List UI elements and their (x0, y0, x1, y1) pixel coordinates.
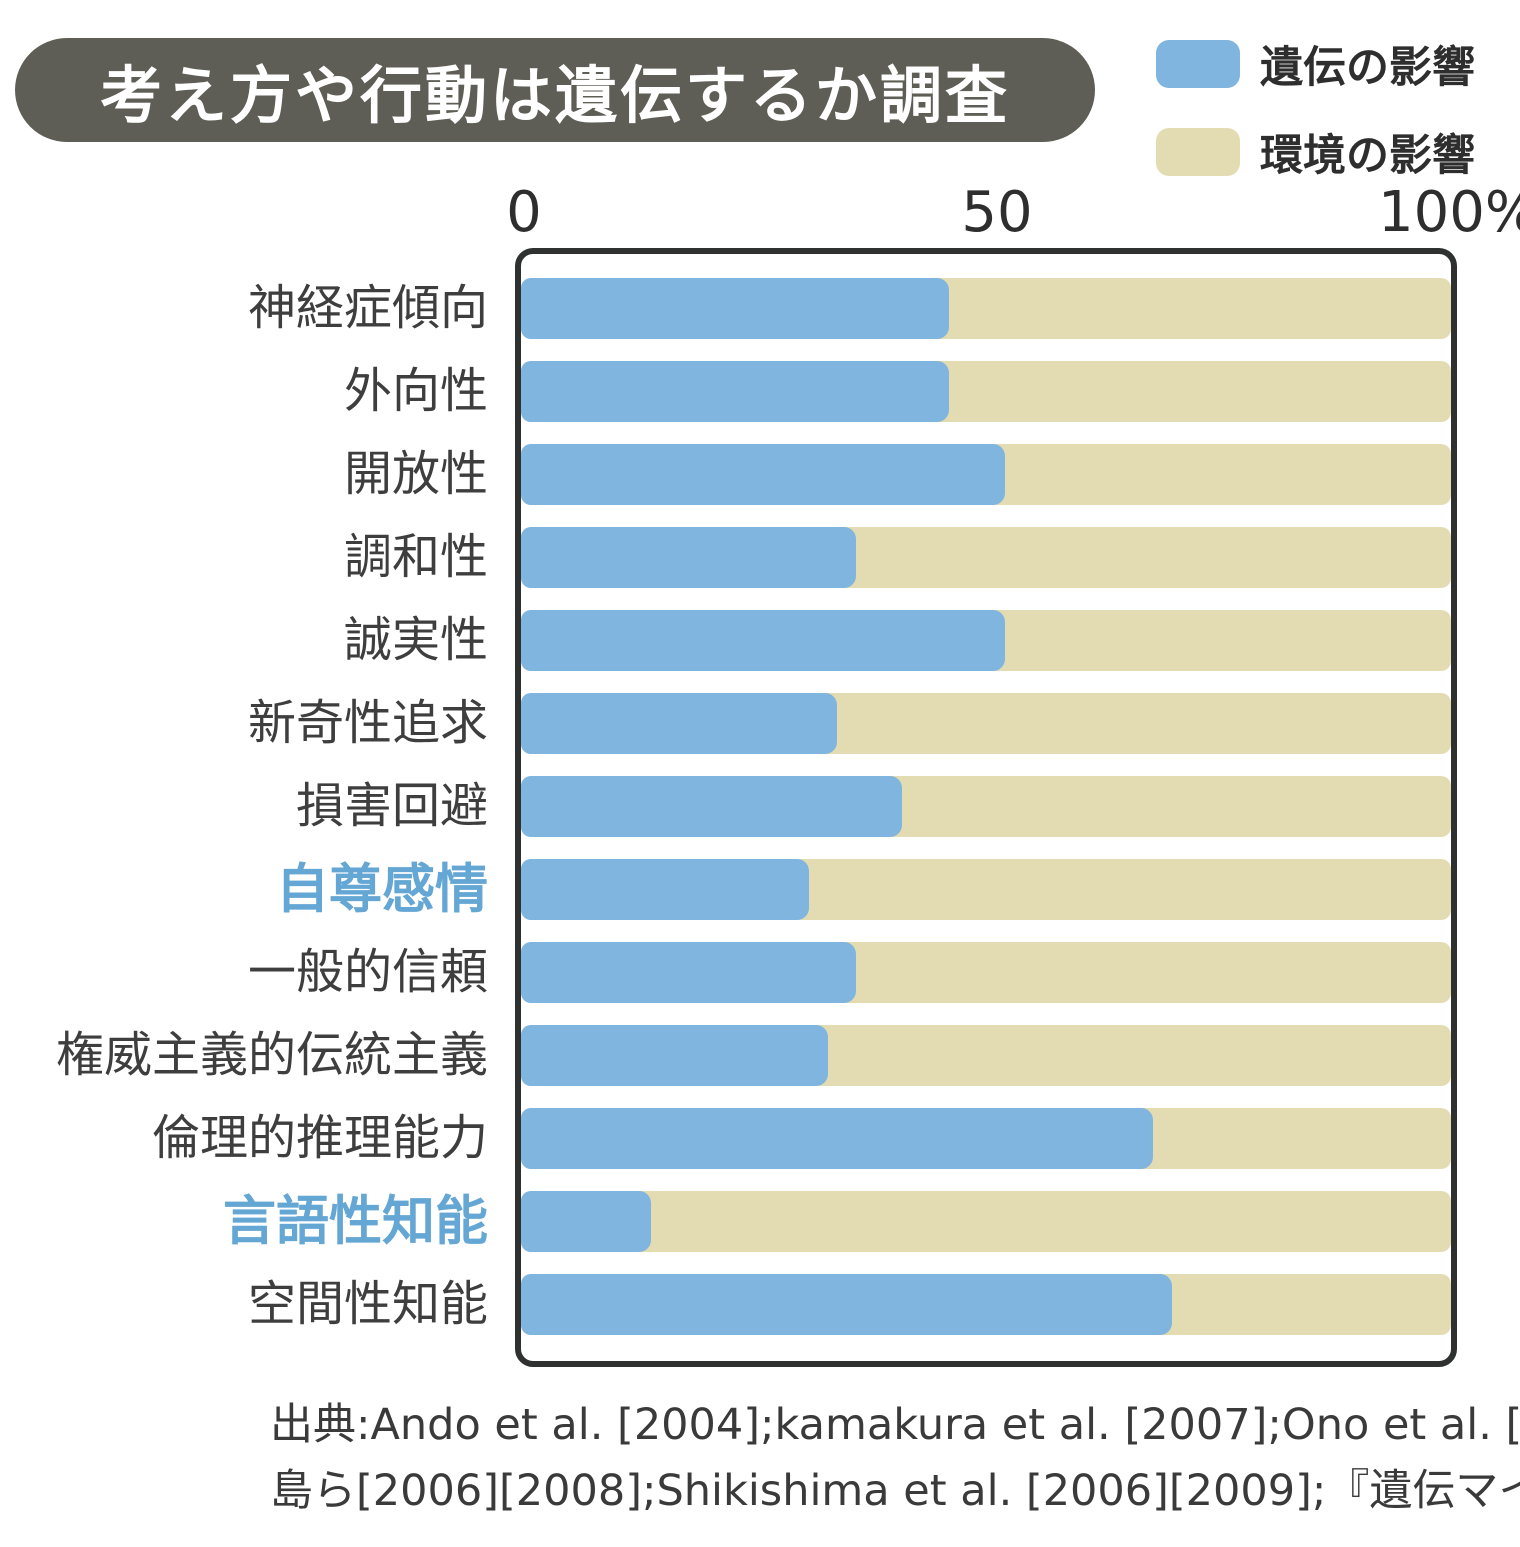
source-citation: 出典:Ando et al. [2004];kamakura et al. [2… (270, 1392, 1520, 1524)
source-line-2: 島ら[2006][2008];Shikishima et al. [2006][… (270, 1466, 1520, 1516)
bar-track-environment (521, 278, 1451, 339)
category-label: 開放性 (343, 446, 488, 502)
legend-item-heredity: 遺伝の影響 (1156, 33, 1475, 95)
axis-tick-100: 100% (1377, 180, 1520, 245)
environment-color-swatch (1156, 128, 1240, 176)
legend-item-environment: 環境の影響 (1156, 121, 1475, 183)
bar-track-environment (521, 444, 1451, 505)
bar-fill-heredity (521, 1025, 828, 1086)
bar-fill-heredity (521, 942, 856, 1003)
plot-area (515, 248, 1457, 1367)
bar-track-environment (521, 942, 1451, 1003)
bar-fill-heredity (521, 693, 838, 754)
category-label: 権威主義的伝統主義 (55, 1027, 488, 1083)
category-label: 外向性 (343, 363, 488, 419)
category-label: 倫理的推理能力 (151, 1110, 488, 1166)
source-line-1: 出典:Ando et al. [2004];kamakura et al. [2… (270, 1400, 1520, 1450)
bar-fill-heredity (521, 610, 1005, 671)
bar-track-environment (521, 1108, 1451, 1169)
bar-track-environment (521, 610, 1451, 671)
bar-track-environment (521, 776, 1451, 837)
category-label: 損害回避 (295, 778, 488, 834)
category-label: 調和性 (343, 529, 488, 585)
category-label: 神経症傾向 (247, 280, 488, 336)
category-label: 一般的信頼 (247, 944, 488, 1000)
bar-fill-heredity (521, 859, 810, 920)
bar-fill-heredity (521, 1274, 1172, 1335)
category-label: 自尊感情 (276, 859, 488, 920)
axis-tick-0: 0 (506, 180, 542, 245)
bar-fill-heredity (521, 776, 903, 837)
bar-track-environment (521, 859, 1451, 920)
legend: 遺伝の影響 環境の影響 (1156, 33, 1475, 209)
category-label: 新奇性追求 (247, 695, 488, 751)
legend-label-environment: 環境の影響 (1260, 131, 1475, 181)
chart-title: 考え方や行動は遺伝するか調査 (99, 59, 1010, 132)
bar-fill-heredity (521, 1191, 652, 1252)
category-label: 誠実性 (343, 612, 488, 668)
bar-fill-heredity (521, 444, 1005, 505)
category-label: 空間性知能 (247, 1276, 488, 1332)
legend-label-heredity: 遺伝の影響 (1260, 43, 1475, 93)
bar-fill-heredity (521, 361, 949, 422)
bar-fill-heredity (521, 1108, 1154, 1169)
bar-track-environment (521, 1191, 1451, 1252)
axis-tick-50: 50 (961, 180, 1033, 245)
bar-track-environment (521, 693, 1451, 754)
category-label: 言語性知能 (223, 1191, 488, 1252)
bar-track-environment (521, 1025, 1451, 1086)
bar-track-environment (521, 527, 1451, 588)
bar-track-environment (521, 361, 1451, 422)
heredity-color-swatch (1156, 40, 1240, 88)
bar-fill-heredity (521, 527, 856, 588)
chart-title-badge: 考え方や行動は遺伝するか調査 (15, 38, 1095, 142)
bar-fill-heredity (521, 278, 949, 339)
bar-track-environment (521, 1274, 1451, 1335)
